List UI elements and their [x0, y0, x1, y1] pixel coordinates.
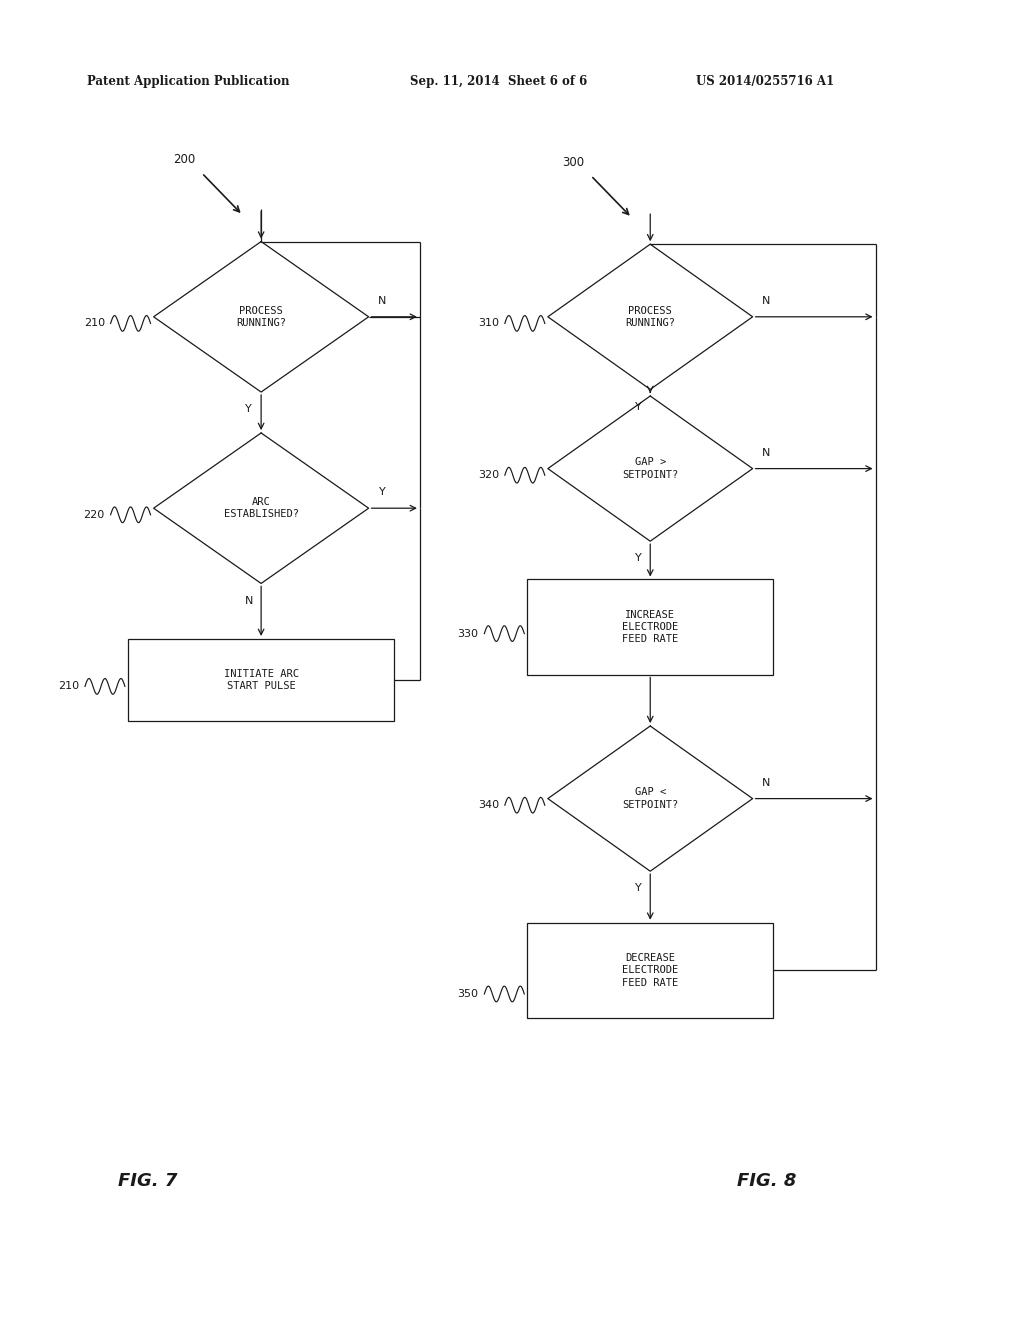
Text: 310: 310 — [478, 318, 499, 329]
Text: Sep. 11, 2014  Sheet 6 of 6: Sep. 11, 2014 Sheet 6 of 6 — [410, 75, 587, 88]
Text: N: N — [762, 777, 770, 788]
Text: 200: 200 — [173, 153, 196, 166]
Text: 300: 300 — [562, 156, 585, 169]
Text: INITIATE ARC
START PULSE: INITIATE ARC START PULSE — [223, 669, 299, 690]
Text: FIG. 8: FIG. 8 — [737, 1172, 797, 1191]
Text: 220: 220 — [84, 510, 104, 520]
Text: PROCESS
RUNNING?: PROCESS RUNNING? — [626, 306, 675, 327]
Text: GAP >
SETPOINT?: GAP > SETPOINT? — [623, 458, 678, 479]
Text: N: N — [762, 296, 770, 306]
Text: N: N — [762, 447, 770, 458]
Text: PROCESS
RUNNING?: PROCESS RUNNING? — [237, 306, 286, 327]
Bar — [527, 923, 773, 1018]
Text: Patent Application Publication: Patent Application Publication — [87, 75, 290, 88]
Text: ARC
ESTABLISHED?: ARC ESTABLISHED? — [223, 498, 299, 519]
Text: DECREASE
ELECTRODE
FEED RATE: DECREASE ELECTRODE FEED RATE — [623, 953, 678, 987]
Text: Y: Y — [246, 404, 252, 414]
Bar — [527, 579, 773, 675]
Text: Y: Y — [635, 553, 641, 564]
Bar — [128, 639, 394, 721]
Text: Y: Y — [635, 401, 641, 412]
Text: 350: 350 — [458, 989, 478, 999]
Text: Y: Y — [635, 883, 641, 894]
Text: 210: 210 — [84, 318, 104, 329]
Text: 320: 320 — [478, 470, 499, 480]
Text: 330: 330 — [458, 628, 478, 639]
Text: Y: Y — [379, 487, 385, 498]
Text: N: N — [245, 595, 253, 606]
Text: US 2014/0255716 A1: US 2014/0255716 A1 — [696, 75, 835, 88]
Text: FIG. 7: FIG. 7 — [118, 1172, 177, 1191]
Text: 340: 340 — [478, 800, 499, 810]
Text: N: N — [378, 296, 386, 306]
Text: INCREASE
ELECTRODE
FEED RATE: INCREASE ELECTRODE FEED RATE — [623, 610, 678, 644]
Text: GAP <
SETPOINT?: GAP < SETPOINT? — [623, 788, 678, 809]
Text: 210: 210 — [58, 681, 79, 692]
